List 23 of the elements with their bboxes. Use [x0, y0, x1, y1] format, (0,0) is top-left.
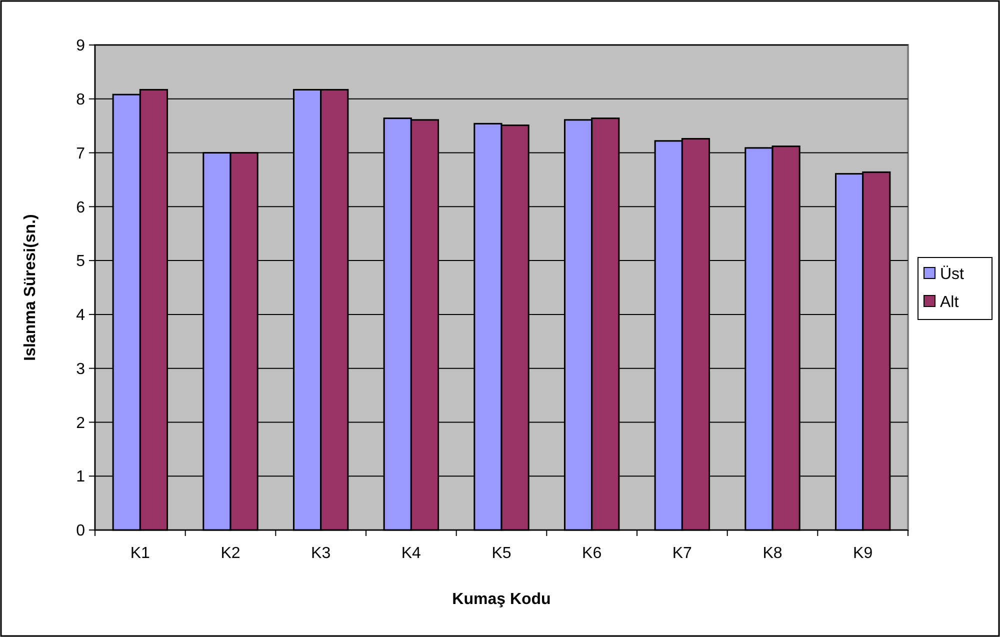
y-tick-label: 1: [76, 468, 86, 486]
y-tick-label: 3: [76, 360, 86, 378]
legend-label: Alt: [940, 294, 960, 312]
y-tick-label: 7: [76, 145, 86, 162]
y-tick-label: 8: [76, 91, 86, 108]
x-tick-label: K5: [492, 545, 512, 562]
x-tick-label: K8: [762, 545, 782, 562]
x-tick-label: K2: [220, 545, 240, 562]
y-tick-label: 0: [76, 522, 86, 540]
x-tick-label: K1: [130, 545, 150, 562]
y-axis-title: Islanma Süresi(sn.): [22, 214, 39, 361]
x-tick-label: K4: [401, 545, 422, 562]
y-tick-label: 2: [76, 414, 86, 432]
x-axis-title: Kumaş Kodu: [452, 591, 551, 608]
x-tick-label: K6: [582, 545, 602, 562]
y-tick-label: 4: [76, 307, 86, 324]
legend-label: Üst: [940, 265, 965, 284]
y-tick-label: 5: [76, 253, 86, 270]
y-tick-label: 6: [76, 199, 86, 216]
y-tick-label: 9: [76, 38, 86, 55]
x-tick-label: K3: [311, 545, 331, 562]
x-tick-label: K9: [853, 545, 873, 562]
x-tick-label: K7: [672, 545, 692, 562]
